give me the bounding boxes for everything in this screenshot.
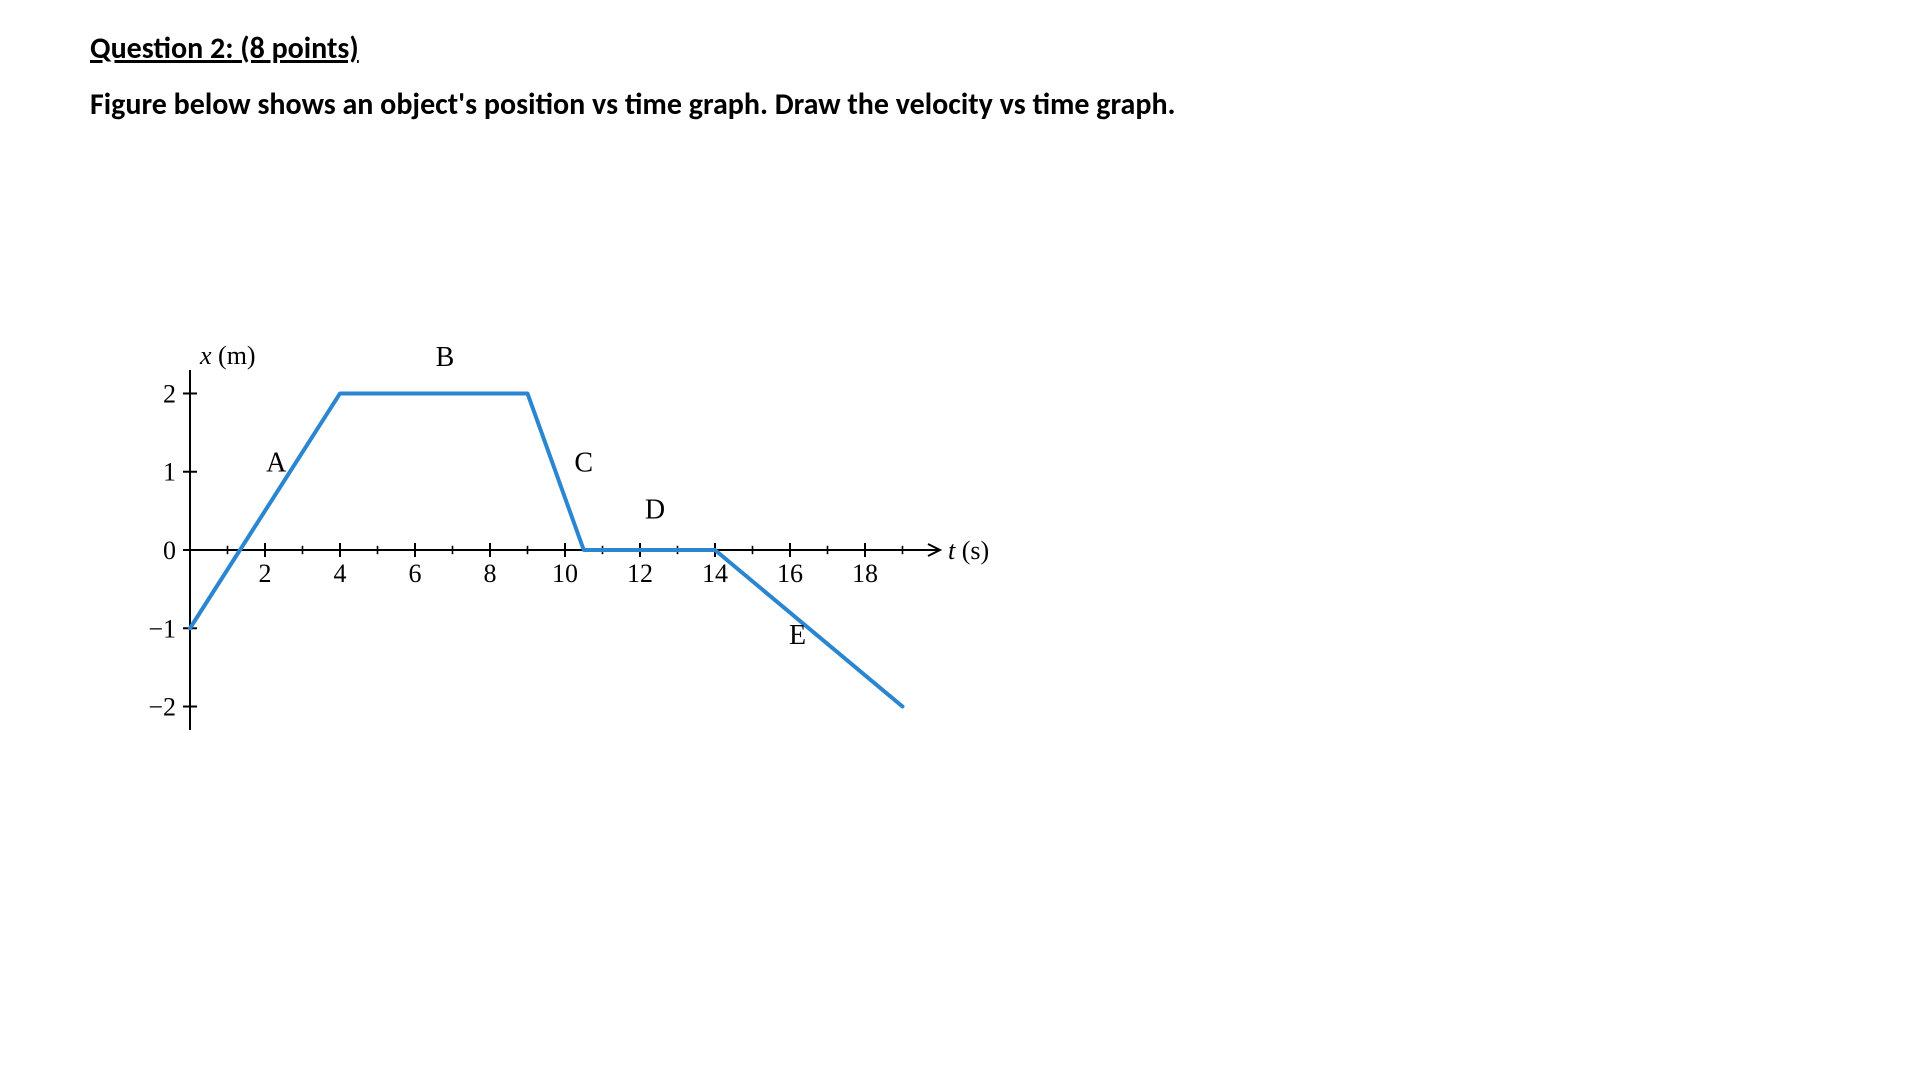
question-title: Question 2: (8 points) (90, 30, 1818, 67)
y-axis-label: x (m) (199, 341, 256, 370)
x-tick-label: 6 (409, 559, 422, 588)
segment-label: D (645, 495, 665, 526)
x-tick-label: 18 (852, 559, 878, 588)
x-tick-label: 16 (777, 559, 803, 588)
y-tick-label: −2 (148, 693, 176, 722)
segment-label: A (266, 448, 287, 479)
x-tick-label: 8 (484, 559, 497, 588)
position-vs-time-chart: 24681012141618−2−1012x (m)t (s)ABCDE (120, 340, 1000, 770)
x-tick-label: 10 (552, 559, 578, 588)
y-tick-label: 1 (163, 458, 176, 487)
x-tick-label: 4 (334, 559, 347, 588)
y-tick-label: −1 (148, 614, 176, 643)
x-tick-label: 2 (259, 559, 272, 588)
chart-svg: 24681012141618−2−1012x (m)t (s)ABCDE (120, 340, 1000, 770)
segment-label: C (574, 448, 593, 479)
segment-label: B (436, 342, 455, 373)
y-tick-label: 0 (163, 536, 176, 565)
segment-label: E (789, 620, 806, 651)
page: Question 2: (8 points) Figure below show… (0, 0, 1908, 1078)
x-tick-label: 12 (627, 559, 653, 588)
question-body: Figure below shows an object's position … (90, 85, 1190, 124)
x-tick-label: 14 (702, 559, 728, 588)
x-axis-label: t (s) (948, 536, 989, 565)
y-tick-label: 2 (163, 379, 176, 408)
